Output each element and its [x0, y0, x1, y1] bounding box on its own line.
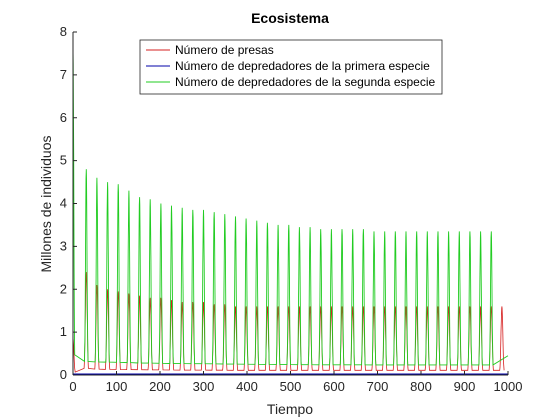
- series-line-depredadores-segunda: [72, 49, 509, 373]
- x-tick-label: 800: [410, 379, 432, 394]
- y-tick-label: 0: [60, 367, 67, 382]
- legend-box: [139, 39, 443, 95]
- y-tick-label: 5: [60, 153, 67, 168]
- legend-entry-label: Número de presas: [175, 43, 274, 57]
- x-tick-label: 100: [106, 379, 128, 394]
- y-tick-label: 2: [60, 281, 67, 296]
- y-tick-label: 3: [60, 238, 67, 253]
- legend-entry-label: Número de depredadores de la segunda esp…: [175, 75, 436, 89]
- y-axis-label: Millones de individuos: [38, 136, 54, 273]
- legend-entry-label: Número de depredadores de la primera esp…: [175, 59, 430, 73]
- legend: Número de presas Número de depredadores d…: [139, 39, 443, 95]
- x-axis-label: Tiempo: [267, 401, 313, 417]
- x-tick-label: 900: [454, 379, 476, 394]
- x-tick-label: 700: [367, 379, 389, 394]
- x-tick-label: 600: [323, 379, 345, 394]
- x-tick-label: 300: [193, 379, 215, 394]
- y-tick-label: 8: [60, 24, 67, 39]
- chart-title: Ecosistema: [251, 10, 329, 26]
- x-tick-label: 500: [280, 379, 302, 394]
- y-tick-label: 4: [60, 196, 67, 211]
- y-tick-label: 7: [60, 67, 67, 82]
- x-tick-label: 1000: [494, 379, 523, 394]
- x-tick-label: 0: [69, 379, 76, 394]
- x-tick-label: 200: [149, 379, 171, 394]
- y-tick-label: 1: [60, 324, 67, 339]
- x-tick-label: 400: [236, 379, 258, 394]
- y-tick-label: 6: [60, 110, 67, 125]
